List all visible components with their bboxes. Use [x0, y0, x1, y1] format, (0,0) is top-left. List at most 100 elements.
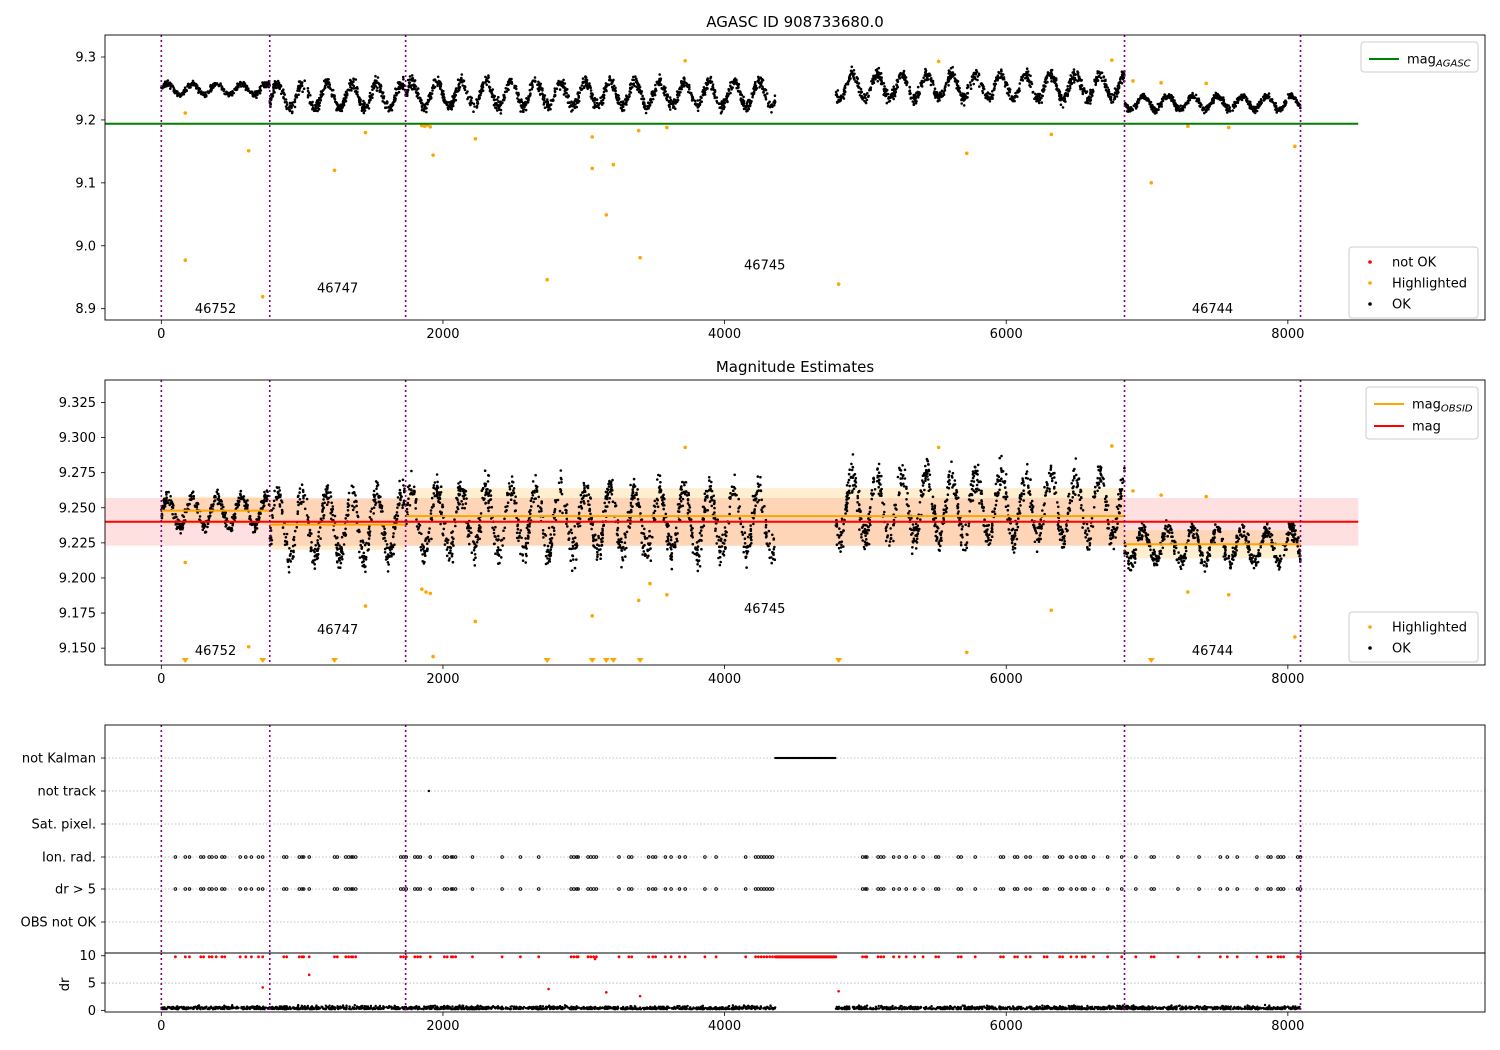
- ok-point: [591, 523, 594, 526]
- ok-point: [397, 503, 401, 507]
- ok-point: [632, 483, 636, 486]
- ok-point: [347, 88, 350, 92]
- ok-point: [1025, 76, 1028, 80]
- ok-point: [891, 88, 894, 91]
- ok-point: [301, 490, 305, 494]
- ok-point: [1175, 109, 1178, 112]
- ok-point: [529, 499, 533, 503]
- ok-point: [712, 92, 715, 95]
- ok-point: [461, 84, 465, 87]
- ok-point: [709, 484, 713, 488]
- ok-point: [887, 100, 891, 103]
- ok-point: [703, 499, 707, 502]
- ok-point: [396, 506, 399, 510]
- ok-point: [577, 511, 581, 515]
- ok-point: [1228, 106, 1232, 109]
- ok-point: [413, 79, 416, 83]
- ok-point: [372, 512, 376, 515]
- ok-point: [393, 543, 396, 546]
- ok-point: [572, 558, 575, 561]
- ok-point: [755, 491, 758, 495]
- ok-point: [341, 557, 344, 561]
- ok-point: [531, 85, 534, 89]
- ok-point: [944, 83, 948, 86]
- ok-point: [435, 81, 439, 84]
- ok-point: [898, 76, 901, 79]
- ok-point: [632, 477, 636, 481]
- ok-point: [171, 506, 175, 510]
- ok-point: [408, 504, 412, 507]
- ok-point: [350, 86, 354, 90]
- ok-point: [451, 530, 455, 533]
- ok-point: [972, 73, 975, 76]
- ok-point: [406, 78, 410, 82]
- ok-point: [563, 82, 567, 85]
- ok-point: [1172, 99, 1176, 103]
- ok-point: [710, 495, 713, 499]
- ok-point: [533, 76, 537, 79]
- ok-point: [543, 106, 547, 109]
- ok-point: [556, 82, 559, 85]
- ok-point: [348, 82, 351, 85]
- ok-point: [722, 550, 726, 553]
- ok-point: [856, 84, 859, 87]
- ok-point: [428, 527, 431, 530]
- ok-point: [469, 103, 472, 107]
- ok-point: [368, 516, 372, 519]
- ok-point: [487, 509, 490, 513]
- ok-point: [876, 70, 879, 73]
- ok-point: [386, 553, 390, 556]
- ok-point: [329, 517, 333, 521]
- ok-point: [931, 80, 934, 84]
- ok-point: [290, 111, 294, 115]
- ok-point: [297, 93, 300, 96]
- ok-point: [551, 525, 554, 529]
- ok-point: [749, 529, 753, 532]
- ok-point: [910, 96, 914, 100]
- ok-point: [314, 544, 318, 547]
- ok-point: [968, 81, 972, 84]
- ok-point: [169, 501, 173, 505]
- ok-point: [1113, 91, 1117, 94]
- ok-point: [629, 483, 632, 487]
- ok-point: [194, 82, 197, 86]
- ok-point: [1087, 96, 1090, 100]
- ok-point: [322, 514, 325, 517]
- ok-point: [981, 89, 984, 93]
- ok-point: [171, 512, 174, 516]
- highlighted-point: [936, 59, 941, 64]
- ok-point: [332, 528, 335, 532]
- ok-point: [962, 104, 966, 107]
- ok-point: [422, 103, 425, 107]
- ok-point: [208, 514, 212, 518]
- ok-point: [850, 71, 854, 74]
- ok-point: [323, 84, 327, 88]
- ok-point: [219, 502, 222, 506]
- ok-point: [181, 514, 184, 517]
- ok-point: [564, 86, 567, 90]
- ok-point: [210, 503, 214, 507]
- ok-point: [287, 571, 291, 574]
- ok-point: [365, 103, 369, 107]
- ok-point: [436, 75, 440, 79]
- ok-point: [716, 518, 719, 521]
- ok-point: [739, 98, 742, 102]
- ok-point: [1077, 75, 1080, 78]
- ok-point: [1217, 95, 1221, 99]
- ok-point: [164, 491, 168, 494]
- ok-point: [362, 111, 366, 115]
- ok-point: [611, 86, 614, 89]
- ok-point: [301, 90, 304, 93]
- ok-point: [986, 98, 990, 101]
- ok-point: [1046, 74, 1050, 77]
- ok-point: [513, 84, 516, 88]
- ok-point: [298, 498, 302, 501]
- ok-point: [909, 92, 912, 95]
- ok-point: [718, 555, 722, 559]
- ok-point: [316, 554, 319, 557]
- ok-point: [879, 77, 882, 80]
- ok-point: [345, 96, 348, 99]
- ok-point: [426, 102, 429, 106]
- ok-point: [502, 97, 506, 101]
- ok-point: [1231, 109, 1235, 112]
